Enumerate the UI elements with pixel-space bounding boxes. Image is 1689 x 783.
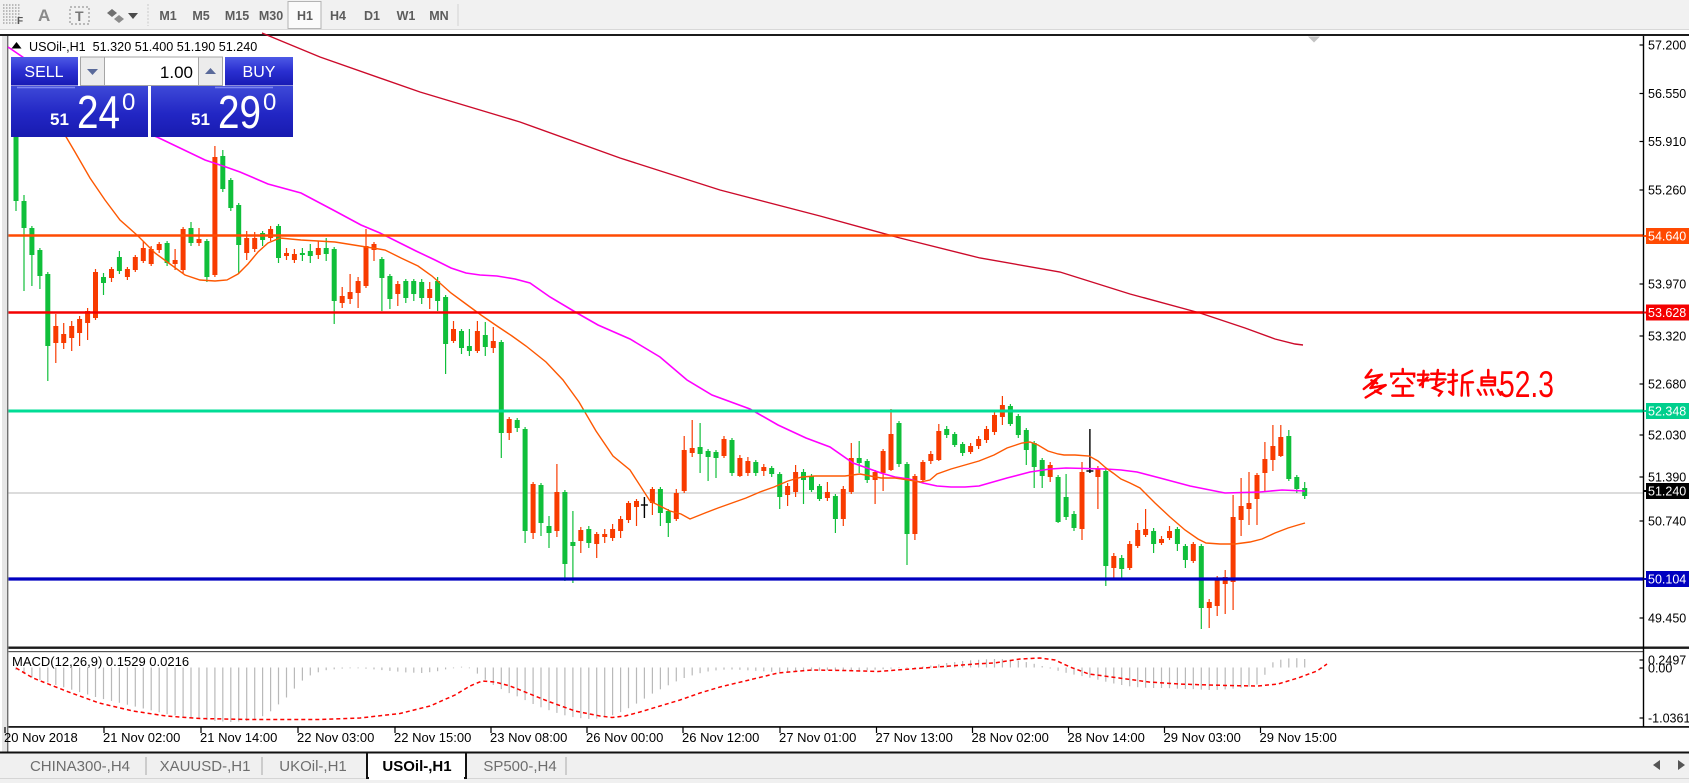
svg-text:M15: M15 xyxy=(225,9,249,23)
svg-text:T: T xyxy=(75,8,84,24)
svg-text:SELL: SELL xyxy=(24,64,63,81)
svg-text:23 Nov 08:00: 23 Nov 08:00 xyxy=(490,730,567,745)
svg-text:M5: M5 xyxy=(192,9,209,23)
svg-text:53.628: 53.628 xyxy=(1648,306,1686,320)
svg-text:F: F xyxy=(17,16,23,27)
svg-text:A: A xyxy=(38,6,50,25)
svg-text:51.240: 51.240 xyxy=(1648,485,1686,499)
svg-text:H4: H4 xyxy=(330,9,346,23)
svg-text:49.450: 49.450 xyxy=(1648,612,1686,626)
svg-text:SP500-,H4: SP500-,H4 xyxy=(483,758,556,775)
svg-text:BUY: BUY xyxy=(243,64,276,81)
svg-text:29 Nov 03:00: 29 Nov 03:00 xyxy=(1164,730,1241,745)
svg-text:53.320: 53.320 xyxy=(1648,330,1686,344)
svg-text:52.3: 52.3 xyxy=(1499,364,1554,405)
svg-text:MN: MN xyxy=(429,9,448,23)
svg-text:0: 0 xyxy=(122,89,135,116)
svg-text:22 Nov 03:00: 22 Nov 03:00 xyxy=(297,730,374,745)
svg-text:52.348: 52.348 xyxy=(1648,405,1686,419)
svg-text:M30: M30 xyxy=(259,9,283,23)
svg-text:55.910: 55.910 xyxy=(1648,135,1686,149)
svg-text:D1: D1 xyxy=(364,9,380,23)
svg-text:21 Nov 14:00: 21 Nov 14:00 xyxy=(200,730,277,745)
svg-text:XAUUSD-,H1: XAUUSD-,H1 xyxy=(160,758,251,775)
svg-text:MACD(12,26,9) 0.1529 0.0216: MACD(12,26,9) 0.1529 0.0216 xyxy=(12,654,189,669)
svg-text:29 Nov 15:00: 29 Nov 15:00 xyxy=(1260,730,1337,745)
svg-text:-1.0361: -1.0361 xyxy=(1648,712,1689,726)
svg-text:51.390: 51.390 xyxy=(1648,471,1686,485)
svg-text:USOil-,H1 51.320 51.400 51.19: USOil-,H1 51.320 51.400 51.190 51.240 xyxy=(29,40,257,54)
svg-text:50.104: 50.104 xyxy=(1648,573,1686,587)
svg-text:20 Nov 2018: 20 Nov 2018 xyxy=(4,730,78,745)
svg-text:56.550: 56.550 xyxy=(1648,87,1686,101)
svg-text:W1: W1 xyxy=(397,9,416,23)
svg-text:53.970: 53.970 xyxy=(1648,278,1686,292)
svg-text:28 Nov 14:00: 28 Nov 14:00 xyxy=(1068,730,1145,745)
svg-text:0.2497: 0.2497 xyxy=(1648,654,1686,668)
svg-text:57.200: 57.200 xyxy=(1648,39,1686,53)
svg-text:29: 29 xyxy=(218,86,261,138)
svg-text:26 Nov 00:00: 26 Nov 00:00 xyxy=(586,730,663,745)
svg-text:27 Nov 13:00: 27 Nov 13:00 xyxy=(876,730,953,745)
svg-text:21 Nov 02:00: 21 Nov 02:00 xyxy=(103,730,180,745)
svg-text:USOil-,H1: USOil-,H1 xyxy=(382,758,451,775)
svg-text:22 Nov 15:00: 22 Nov 15:00 xyxy=(394,730,471,745)
svg-text:0.00: 0.00 xyxy=(1648,662,1672,676)
svg-text:CHINA300-,H4: CHINA300-,H4 xyxy=(30,758,130,775)
svg-text:27 Nov 01:00: 27 Nov 01:00 xyxy=(779,730,856,745)
svg-text:UKOil-,H1: UKOil-,H1 xyxy=(279,758,347,775)
svg-text:28 Nov 02:00: 28 Nov 02:00 xyxy=(972,730,1049,745)
svg-text:1.00: 1.00 xyxy=(160,63,193,82)
svg-text:51: 51 xyxy=(191,110,210,129)
svg-text:52.030: 52.030 xyxy=(1648,429,1686,443)
svg-text:26 Nov 12:00: 26 Nov 12:00 xyxy=(682,730,759,745)
svg-text:54.640: 54.640 xyxy=(1648,230,1686,244)
svg-text:M1: M1 xyxy=(159,9,176,23)
svg-text:0: 0 xyxy=(263,89,276,116)
svg-text:H1: H1 xyxy=(297,9,313,23)
svg-text:51: 51 xyxy=(50,110,69,129)
svg-text:52.680: 52.680 xyxy=(1648,378,1686,392)
svg-text:50.740: 50.740 xyxy=(1648,515,1686,529)
svg-text:24: 24 xyxy=(77,86,120,138)
svg-text:55.260: 55.260 xyxy=(1648,184,1686,198)
